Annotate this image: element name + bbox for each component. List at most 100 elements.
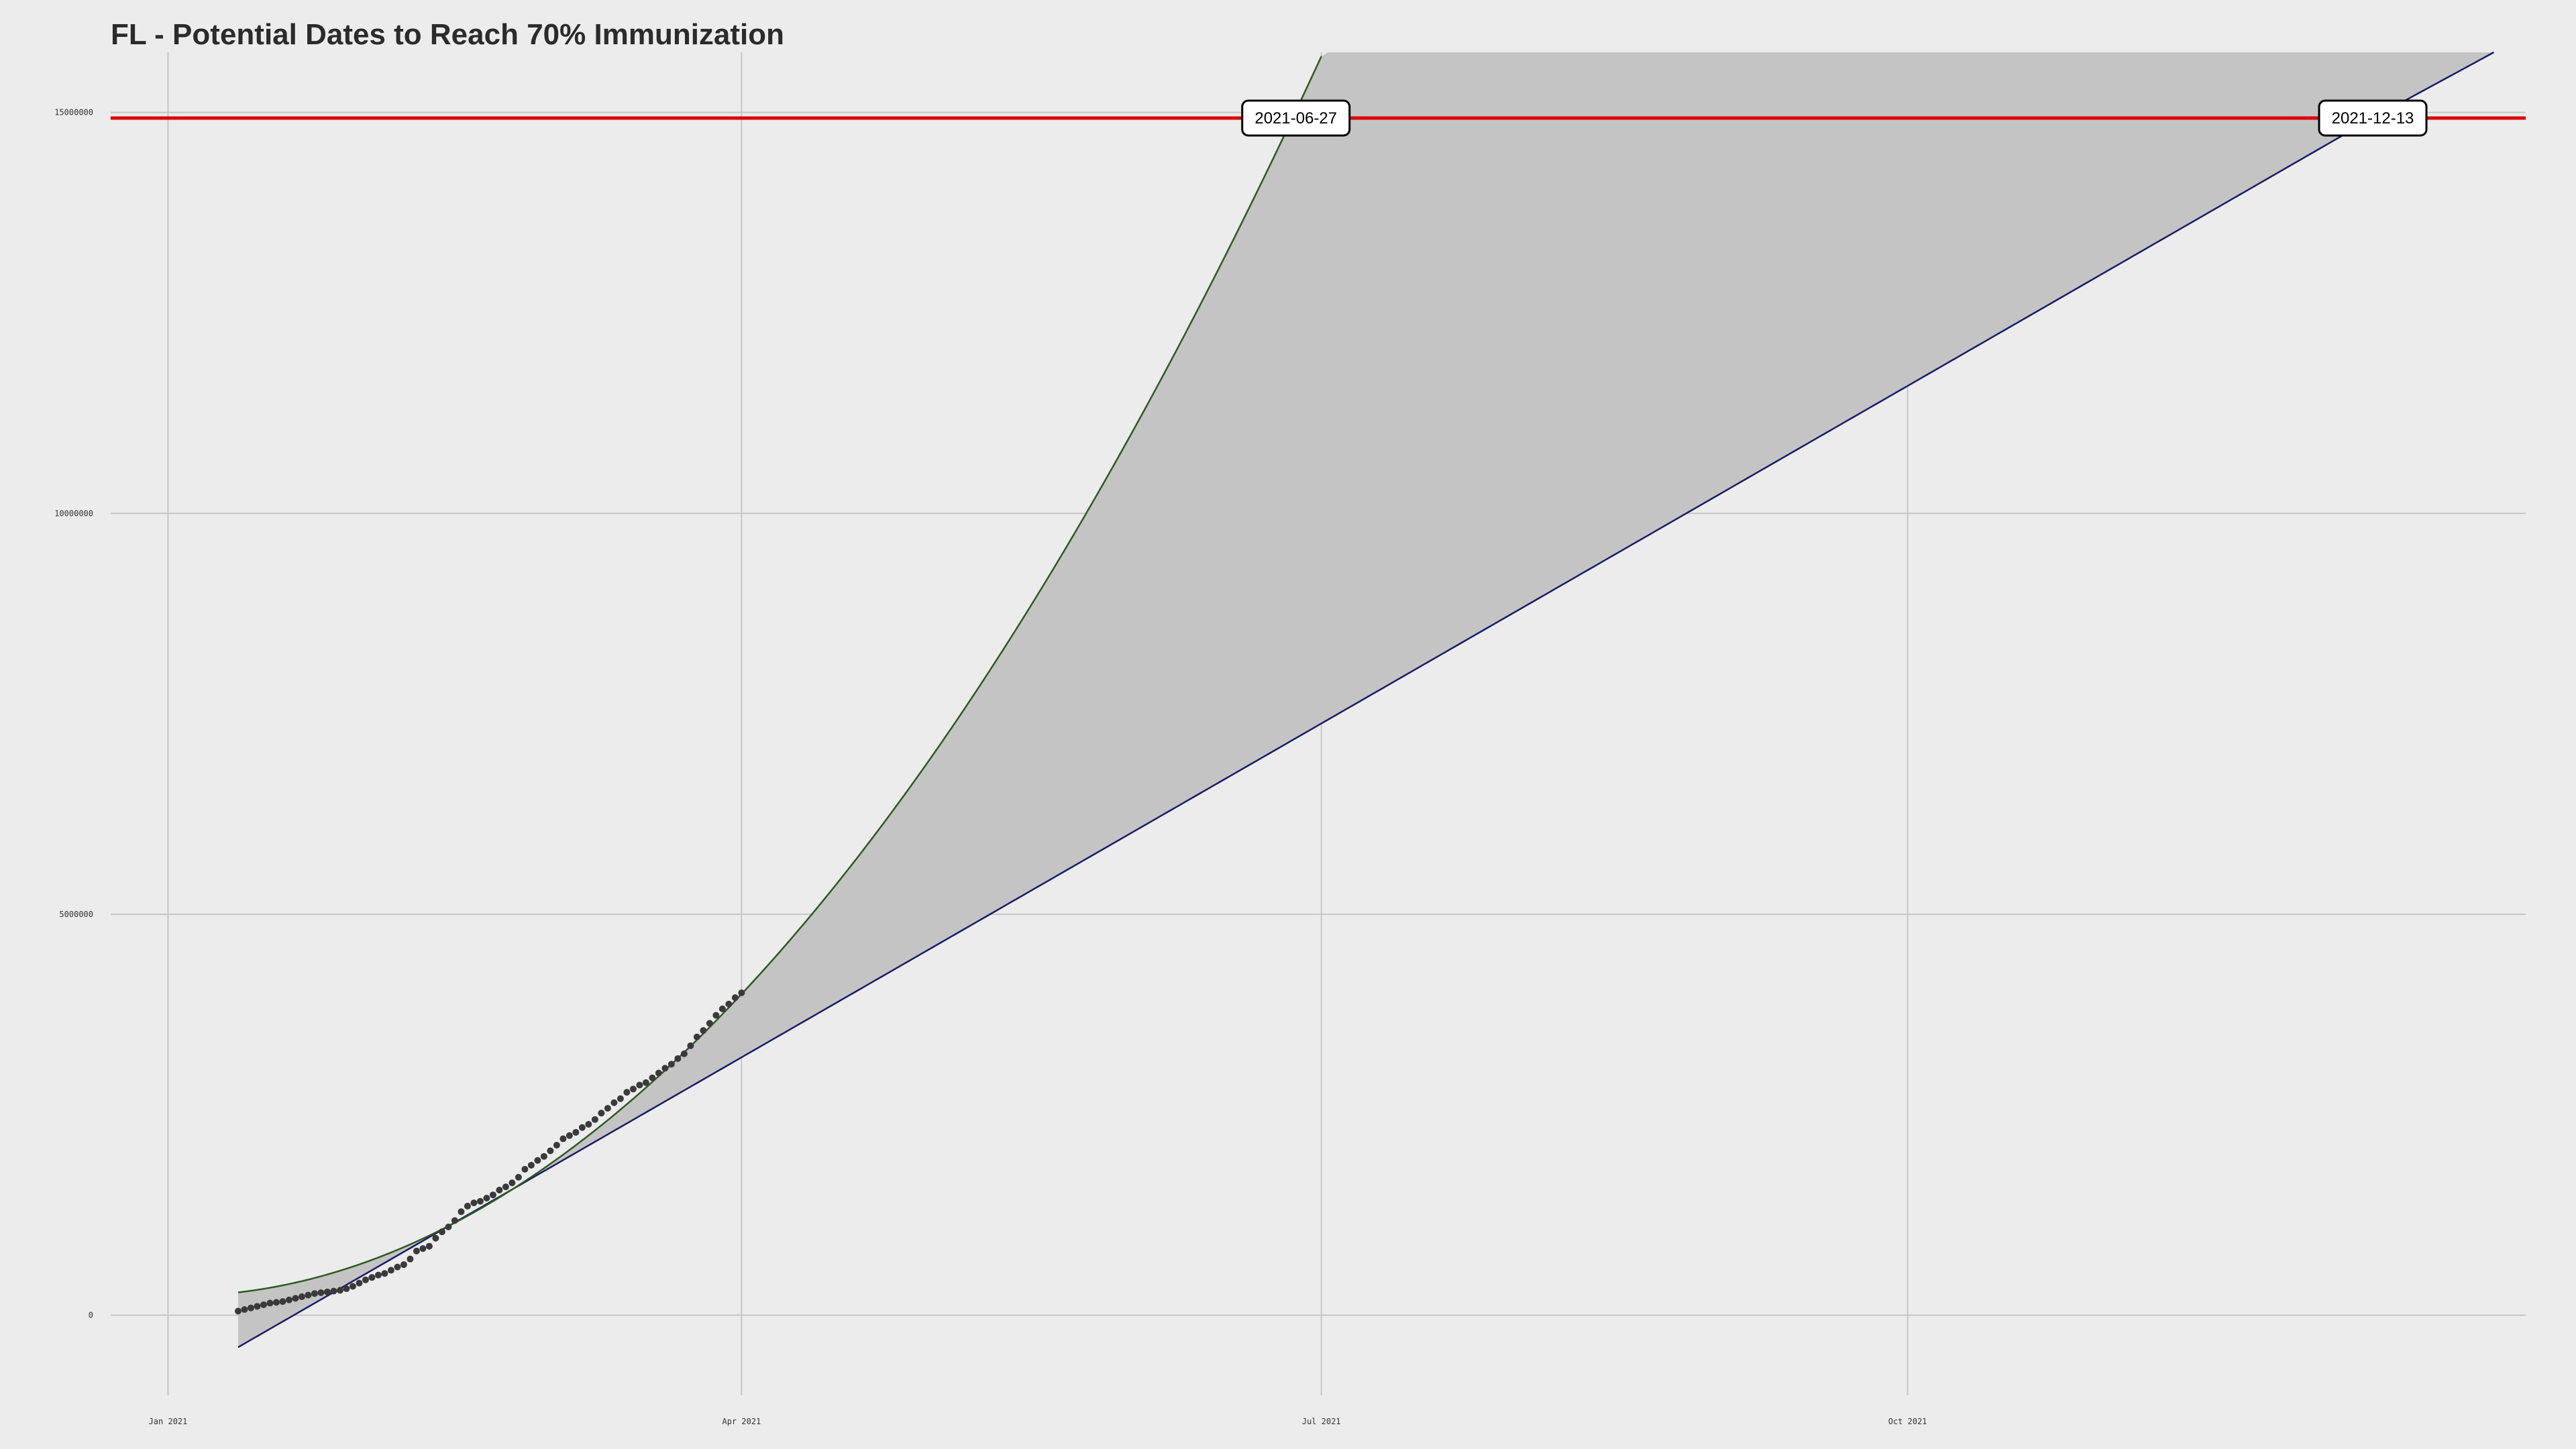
data-point (661, 1065, 669, 1072)
data-point (279, 1298, 286, 1305)
linear-fit-line (237, 51, 2495, 1348)
data-point (515, 1173, 522, 1181)
data-point (476, 1197, 484, 1205)
data-point (566, 1132, 573, 1139)
data-point (285, 1296, 292, 1303)
points-layer (234, 989, 745, 1315)
annotation-label: 2021-12-13 (2332, 109, 2414, 127)
data-point (610, 1099, 618, 1106)
data-point (458, 1208, 465, 1216)
data-point (642, 1079, 649, 1086)
data-point (311, 1290, 318, 1297)
y-tick-label: 0 (89, 1310, 93, 1320)
data-point (445, 1224, 452, 1231)
data-point (649, 1074, 656, 1081)
data-point (400, 1261, 407, 1269)
data-point (553, 1142, 560, 1149)
data-point (680, 1050, 688, 1057)
data-point (489, 1191, 496, 1199)
axis-layer: Jan 2021 Apr 2021 Jul 2021 Oct 2021 0 5000000… (54, 108, 1927, 1426)
data-point (629, 1085, 637, 1093)
fit-lines-layer (237, 51, 2495, 1348)
data-point (241, 1306, 248, 1313)
x-tick-label: Jul 2021 (1302, 1417, 1341, 1426)
data-point (496, 1187, 503, 1194)
data-point (349, 1283, 356, 1290)
data-point (356, 1279, 363, 1287)
data-point (407, 1255, 414, 1263)
data-point (534, 1157, 541, 1164)
data-point (234, 1307, 241, 1315)
data-point (266, 1299, 274, 1307)
data-point (247, 1304, 254, 1311)
data-point (305, 1291, 312, 1299)
data-point (419, 1245, 427, 1252)
data-point (712, 1012, 720, 1019)
data-point (292, 1295, 299, 1302)
data-point (591, 1116, 598, 1123)
data-point (674, 1055, 682, 1063)
data-point (272, 1299, 280, 1306)
data-point (667, 1061, 675, 1068)
data-point (559, 1135, 567, 1142)
data-point (298, 1293, 305, 1300)
chart-title: FL - Potential Dates to Reach 70% Immuni… (111, 18, 784, 51)
data-point (725, 1000, 733, 1008)
data-point (260, 1301, 267, 1308)
data-point (387, 1267, 394, 1274)
data-point (425, 1242, 433, 1250)
data-point (527, 1161, 535, 1169)
data-point (254, 1303, 261, 1310)
y-tick-label: 5000000 (59, 910, 93, 919)
data-point (636, 1081, 643, 1089)
threshold-layer: 2021-06-27 2021-12-13 (111, 99, 2526, 137)
data-point (687, 1042, 694, 1049)
annotation-label: 2021-06-27 (1254, 109, 1337, 127)
annotation-label-box (2318, 99, 2428, 137)
data-point (483, 1194, 490, 1201)
data-point (413, 1247, 420, 1254)
quadratic-fit-line (237, 56, 1322, 1293)
data-point (655, 1069, 662, 1077)
data-point (438, 1228, 445, 1236)
data-point (381, 1270, 388, 1277)
data-point (502, 1183, 509, 1191)
data-point (700, 1027, 707, 1034)
data-point (432, 1234, 439, 1242)
data-point (693, 1033, 700, 1040)
data-point (336, 1287, 343, 1294)
data-point (731, 994, 739, 1002)
data-point (343, 1285, 350, 1293)
data-point (508, 1179, 516, 1187)
data-point (718, 1005, 726, 1012)
data-point (362, 1276, 369, 1283)
data-point (374, 1271, 382, 1279)
data-point (470, 1199, 478, 1207)
x-tick-label: Apr 2021 (722, 1417, 761, 1426)
x-tick-label: Oct 2021 (1888, 1417, 1927, 1426)
y-tick-label: 15000000 (54, 108, 93, 117)
annotation-label-box (1241, 99, 1351, 137)
data-point (623, 1089, 631, 1096)
data-point (464, 1202, 471, 1210)
data-point (330, 1287, 337, 1295)
data-point (706, 1020, 713, 1027)
data-point (547, 1147, 554, 1155)
data-point (738, 989, 745, 996)
data-point (323, 1288, 331, 1295)
x-tick-label: Jan 2021 (149, 1417, 188, 1426)
y-tick-label: 10000000 (54, 508, 93, 518)
data-point (451, 1217, 458, 1224)
data-point (317, 1289, 325, 1297)
data-point (604, 1105, 611, 1112)
data-point (578, 1124, 586, 1131)
data-point (368, 1274, 376, 1281)
data-point (585, 1121, 592, 1128)
data-point (616, 1095, 624, 1102)
data-point (521, 1165, 529, 1173)
data-point (540, 1152, 547, 1160)
data-point (572, 1128, 580, 1136)
data-point (598, 1110, 605, 1117)
